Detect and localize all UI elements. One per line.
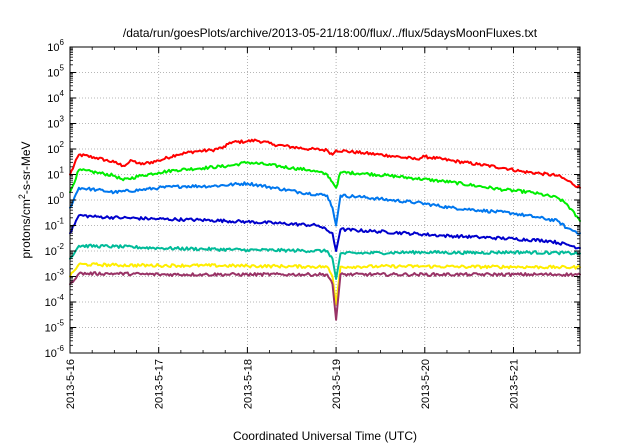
series-line-4 [69, 213, 581, 252]
y-tick-exponent: -2 [57, 242, 65, 251]
y-axis-title: protons/cm2-s-sr-MeV [17, 141, 33, 258]
y-tick-label: 100 [47, 191, 64, 207]
y-tick-label: 10-3 [45, 268, 65, 284]
y-tick-base: 10 [45, 323, 57, 335]
y-axis-title-main: protons/cm [19, 199, 33, 258]
y-tick-label: 105 [47, 64, 64, 80]
y-tick-label: 104 [47, 89, 64, 105]
x-tick-label: 2013-5-20 [420, 359, 432, 409]
y-tick-label: 103 [47, 115, 64, 131]
series-line-3 [69, 181, 581, 235]
tick-layer [69, 46, 581, 354]
y-tick-base: 10 [45, 246, 57, 258]
series-line-1 [69, 138, 581, 189]
y-tick-label: 106 [47, 38, 64, 54]
y-tick-label: 102 [47, 140, 64, 156]
x-tick-label: 2013-5-17 [154, 359, 166, 409]
y-tick-label: 10-2 [45, 242, 65, 258]
y-tick-exponent: -5 [57, 319, 65, 328]
y-tick-base: 10 [45, 272, 57, 284]
series-line-7 [69, 271, 581, 321]
y-tick-base: 10 [45, 348, 57, 360]
y-axis-title-rest: -s-sr-MeV [19, 141, 33, 194]
y-tick-exponent: 0 [60, 191, 65, 200]
y-tick-label: 101 [47, 166, 64, 182]
y-tick-exponent: -6 [57, 344, 65, 353]
x-tick-label: 2013-5-16 [65, 359, 77, 409]
grid-layer [70, 47, 580, 353]
y-tick-base: 10 [47, 68, 59, 80]
y-tick-exponent: -1 [57, 217, 65, 226]
y-tick-base: 10 [47, 195, 59, 207]
y-tick-exponent: 5 [60, 64, 65, 73]
y-tick-base: 10 [47, 93, 59, 105]
series-line-5 [69, 243, 581, 280]
y-tick-exponent: 6 [60, 38, 65, 47]
series-line-6 [69, 262, 581, 306]
y-tick-base: 10 [47, 119, 59, 131]
y-tick-exponent: 2 [60, 140, 65, 149]
x-axis-title: Coordinated Universal Time (UTC) [233, 429, 417, 443]
series-line-2 [69, 160, 581, 222]
x-tick-labels: 2013-5-16 2013-5-17 2013-5-18 2013-5-19 2013… [65, 359, 520, 409]
x-tick-label: 2013-5-21 [508, 359, 520, 409]
y-tick-label: 10-5 [45, 319, 65, 335]
chart-title: /data/run/goesPlots/archive/2013-05-21/1… [123, 26, 538, 40]
y-tick-base: 10 [45, 221, 57, 233]
y-tick-exponent: -3 [57, 268, 65, 277]
y-tick-exponent: -4 [57, 293, 65, 302]
y-tick-label: 10-6 [45, 344, 65, 360]
y-tick-exponent: 3 [60, 115, 65, 124]
y-tick-label: 10-4 [45, 293, 65, 309]
y-tick-base: 10 [47, 42, 59, 54]
y-tick-base: 10 [47, 144, 59, 156]
y-tick-base: 10 [45, 297, 57, 309]
y-tick-exponent: 1 [60, 166, 65, 175]
y-tick-base: 10 [47, 170, 59, 182]
y-axis-title-sup: 2 [17, 194, 27, 199]
y-tick-label: 10-1 [45, 217, 65, 233]
y-tick-labels: 10-610-510-410-310-210-11001011021031041… [45, 38, 65, 360]
x-tick-label: 2013-5-19 [331, 359, 343, 409]
y-tick-exponent: 4 [60, 89, 65, 98]
series-layer [69, 138, 581, 321]
x-tick-label: 2013-5-18 [242, 359, 254, 409]
